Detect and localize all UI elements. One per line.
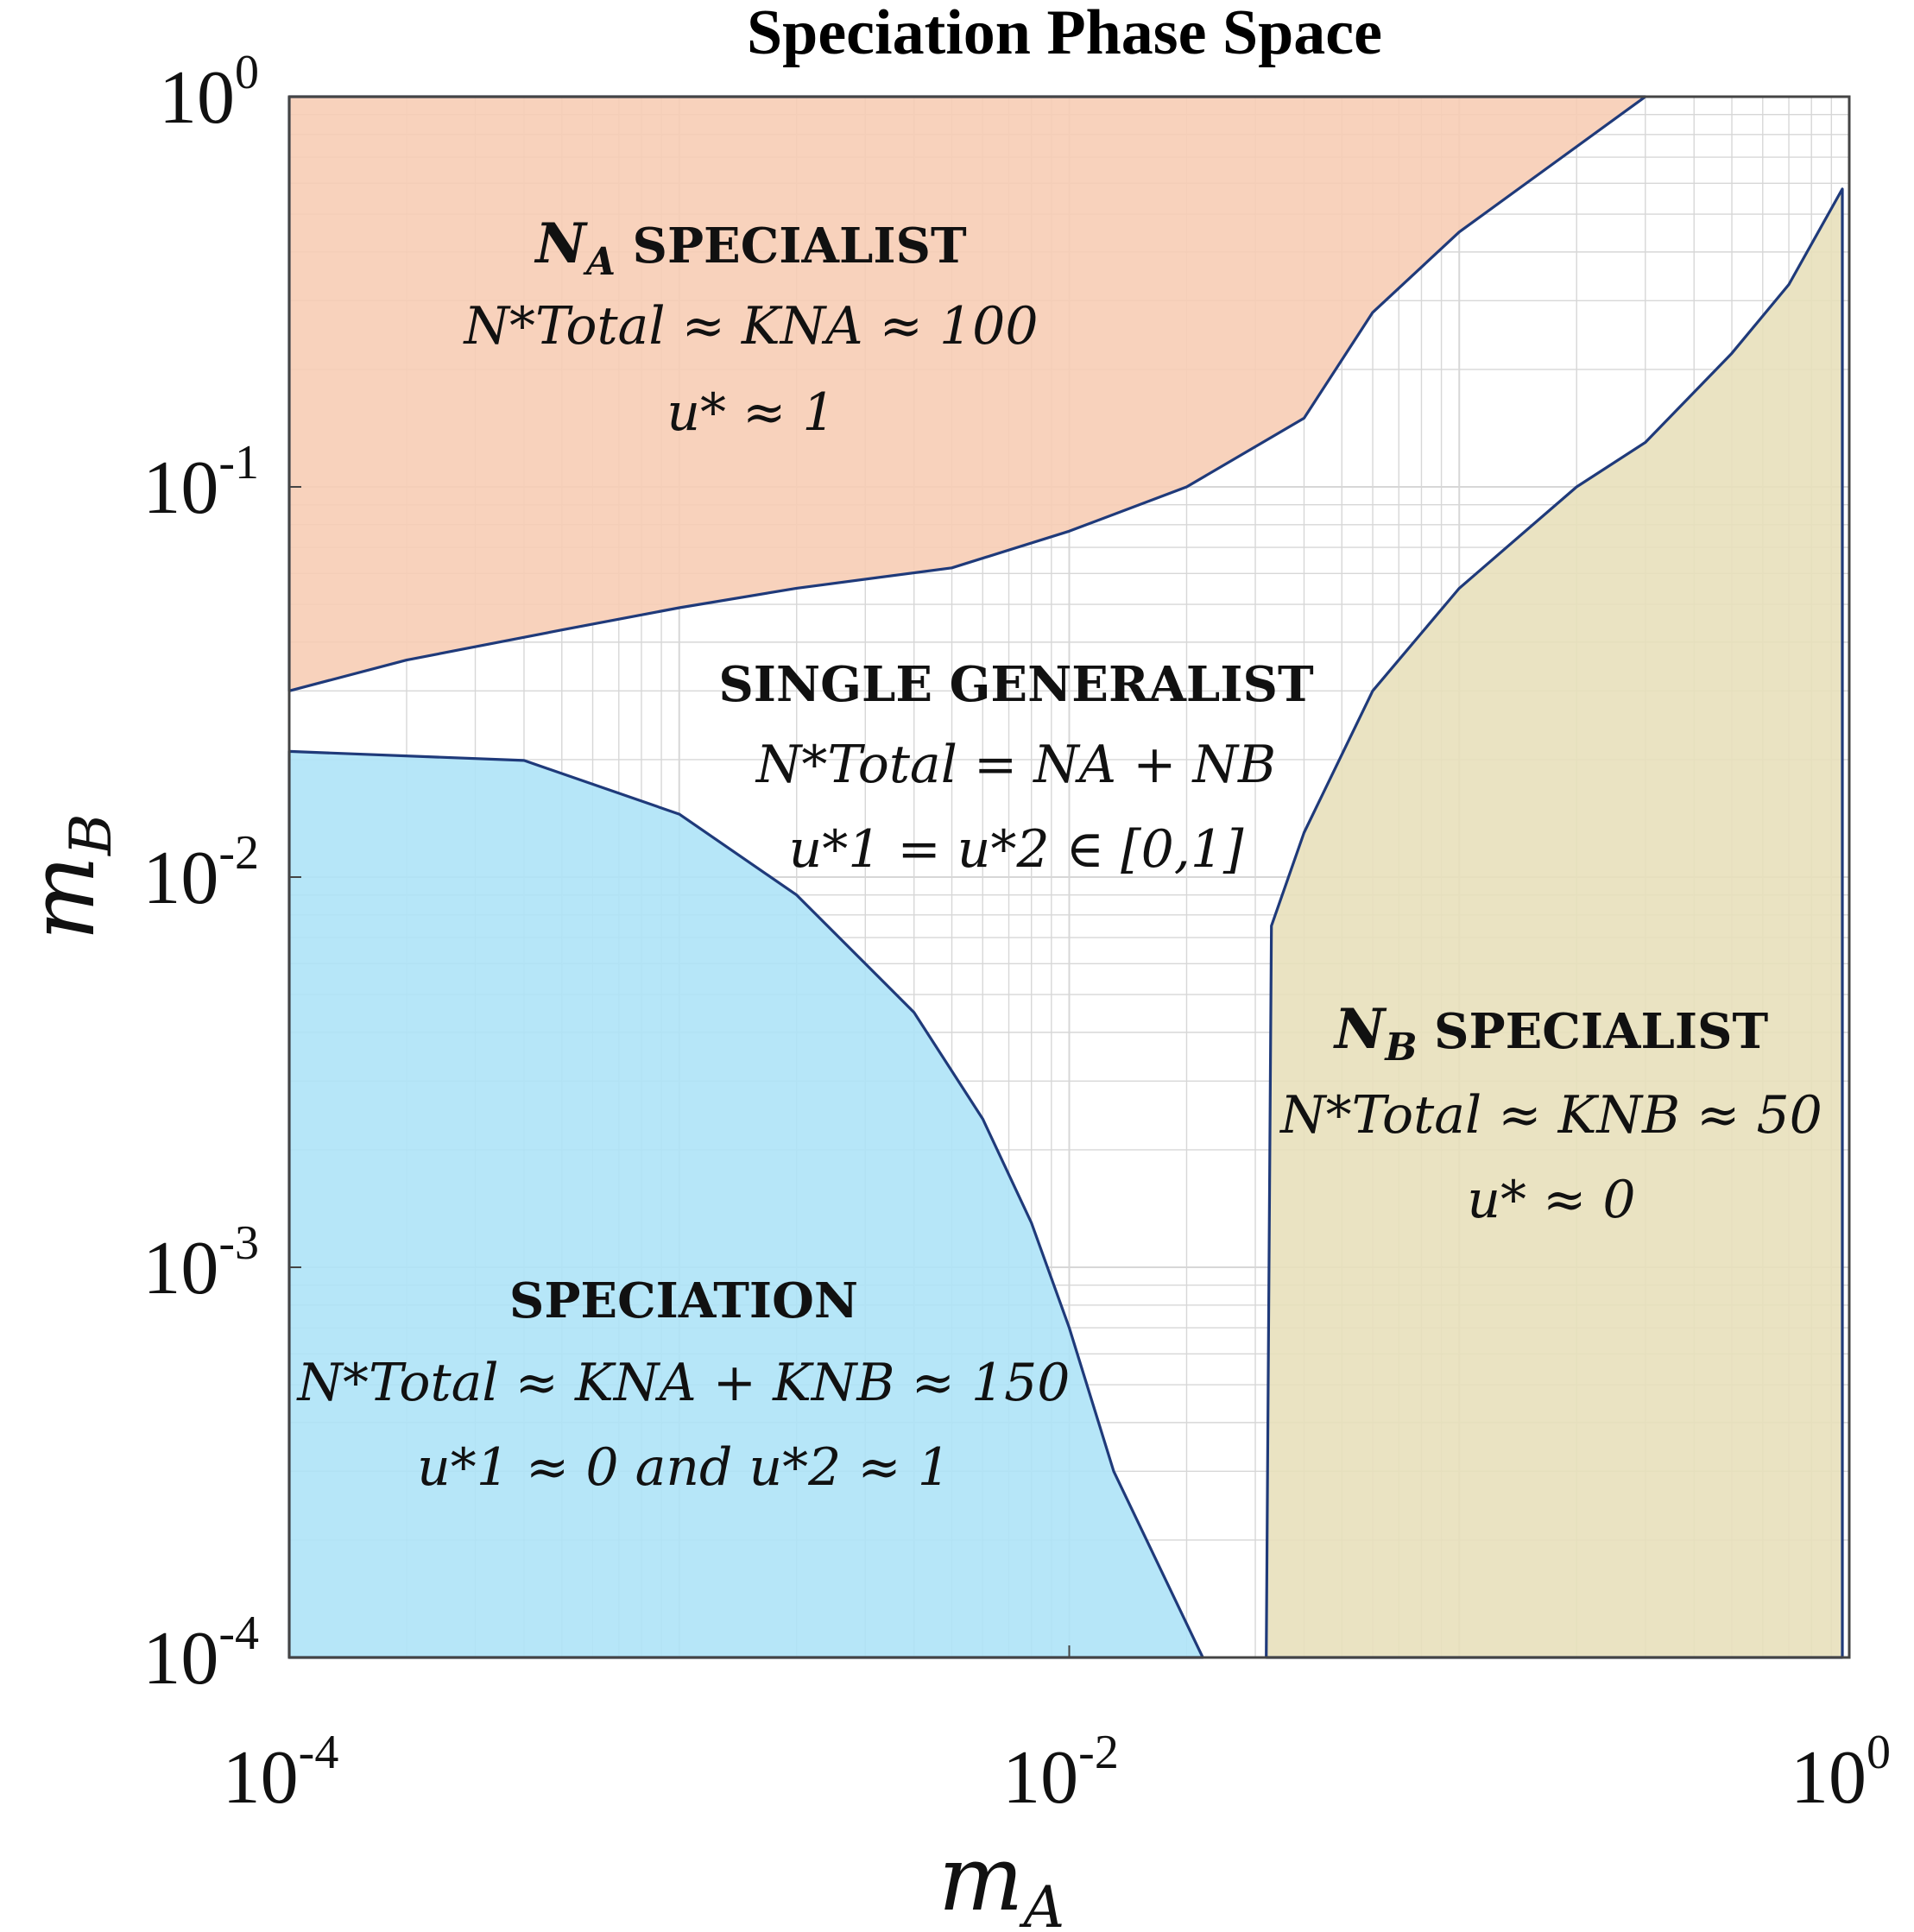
region-n-a-specialist bbox=[287, 95, 1647, 692]
x-tick-label: 10-2 bbox=[1002, 1726, 1119, 1820]
na-specialist-line1: N*Total ≈ KNA ≈ 100 bbox=[462, 296, 1038, 357]
na-specialist-line2: u* ≈ 1 bbox=[666, 382, 835, 443]
generalist-title: SINGLE GENERALIST bbox=[718, 656, 1314, 713]
chart-title: Speciation Phase Space bbox=[747, 0, 1382, 68]
nb-title-n: N bbox=[1333, 997, 1387, 1062]
speciation-line1: N*Total ≈ KNA + KNB ≈ 150 bbox=[296, 1353, 1071, 1413]
y-axis-label-sub: B bbox=[58, 813, 124, 856]
x-axis-label: mA bbox=[938, 1826, 1064, 1932]
nb-specialist-line2: u* ≈ 0 bbox=[1467, 1170, 1635, 1230]
speciation-line2: u*1 ≈ 0 and u*2 ≈ 1 bbox=[417, 1437, 951, 1498]
x-axis-ticks: 10-4 10-2 100 bbox=[223, 1645, 1891, 1820]
region-n-b-specialist bbox=[1265, 187, 1844, 1659]
nb-specialist-title: NB SPECIALIST bbox=[1333, 997, 1769, 1070]
nb-title-rest: SPECIALIST bbox=[1418, 1003, 1769, 1060]
region-speciation bbox=[287, 749, 1204, 1659]
x-tick-label: 10-4 bbox=[223, 1726, 339, 1820]
x-tick-label: 100 bbox=[1791, 1726, 1891, 1820]
y-tick-label: 10-3 bbox=[142, 1216, 259, 1310]
y-tick-label: 100 bbox=[159, 46, 259, 140]
annotation-na-specialist: NA SPECIALIST N*Total ≈ KNA ≈ 100 u* ≈ 1 bbox=[462, 212, 1038, 443]
speciation-title: SPECIATION bbox=[509, 1272, 858, 1329]
generalist-line2: u*1 = u*2 ∈ [0,1] bbox=[789, 819, 1244, 880]
annotation-nb-specialist: NB SPECIALIST N*Total ≈ KNB ≈ 50 u* ≈ 0 bbox=[1279, 997, 1822, 1230]
y-axis-label-main: m bbox=[9, 856, 115, 941]
y-axis-label: mB bbox=[9, 813, 124, 940]
nb-specialist-line1: N*Total ≈ KNB ≈ 50 bbox=[1279, 1085, 1822, 1146]
y-tick-label: 10-4 bbox=[142, 1607, 259, 1701]
na-title-n: N bbox=[534, 212, 588, 276]
generalist-line1: N*Total = NA + NB bbox=[755, 735, 1276, 795]
na-title-rest: SPECIALIST bbox=[616, 218, 967, 275]
x-axis-label-main: m bbox=[938, 1826, 1024, 1931]
y-tick-label: 10-2 bbox=[142, 826, 259, 920]
na-title-sub: A bbox=[583, 240, 616, 284]
regions bbox=[287, 95, 1844, 1659]
x-axis-label-sub: A bbox=[1018, 1874, 1064, 1932]
y-tick-label: 10-1 bbox=[142, 436, 259, 530]
y-axis-ticks: 100 10-1 10-2 10-3 10-4 bbox=[142, 46, 301, 1701]
na-specialist-title: NA SPECIALIST bbox=[534, 212, 967, 284]
annotation-single-generalist: SINGLE GENERALIST N*Total = NA + NB u*1 … bbox=[718, 656, 1314, 880]
nb-title-sub: B bbox=[1383, 1026, 1417, 1070]
plot-area bbox=[287, 95, 1851, 1659]
annotation-speciation: SPECIATION N*Total ≈ KNA + KNB ≈ 150 u*1… bbox=[296, 1272, 1071, 1498]
